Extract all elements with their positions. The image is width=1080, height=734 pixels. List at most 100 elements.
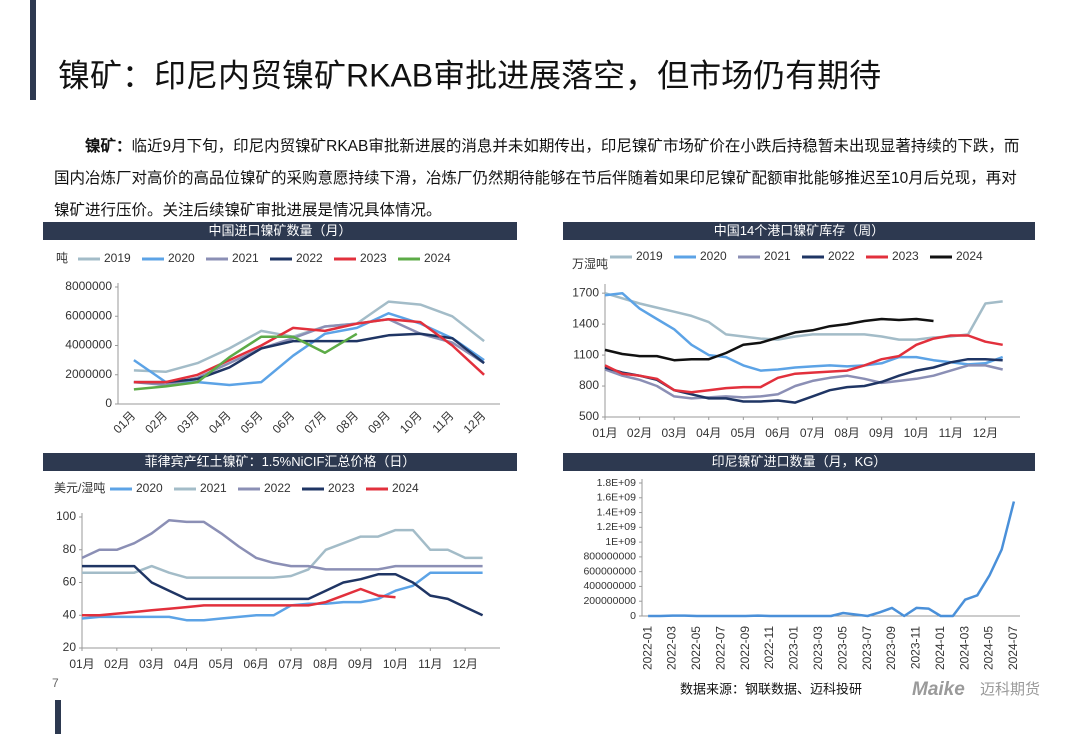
legend-label: 2020 [168,251,195,265]
chart-title: 中国14个港口镍矿库存（周） [714,223,884,238]
body-text: 临近9月下旬，印尼内贸镍矿RKAB审批新进展的消息并未如期传出，印尼镍矿市场矿价… [54,138,1020,219]
legend-label: 2024 [424,251,451,265]
legend-label: 2021 [232,251,259,265]
series-line [604,292,1003,341]
x-tick-label: 08月 [333,408,361,436]
x-tick-label: 12月 [973,426,998,440]
y-tick-label: 1400 [572,316,599,330]
x-tick-label: 02月 [104,657,129,671]
chart-header [43,453,517,471]
y-tick-label: 1.2E+09 [597,521,637,533]
accent-bar [30,0,36,100]
legend-label: 2024 [392,481,419,495]
x-tick-label: 2023-11 [909,626,923,669]
legend-label: 2023 [360,251,387,265]
x-tick-label: 11月 [939,426,963,440]
x-tick-label: 05月 [209,657,234,671]
x-tick-label: 2022-11 [762,626,776,669]
x-tick-label: 09月 [348,657,373,671]
x-tick-label: 12月 [461,408,489,436]
y-tick-label: 1.4E+09 [597,506,637,518]
y-tick-label: 500 [579,409,599,423]
x-tick-label: 07月 [278,657,303,671]
legend-label: 2023 [892,249,919,263]
x-tick-label: 2024-07 [1006,626,1020,670]
series-line [604,317,934,362]
x-tick-label: 2023-07 [860,626,874,670]
lead: 镍矿： [85,138,132,155]
y-tick-label: 400000000 [583,580,636,592]
series-line [604,334,1003,394]
slide-title: 镍矿：印尼内贸镍矿RKAB审批进展落空，但市场仍有期待 [58,57,881,93]
x-tick-label: 04月 [174,657,199,671]
x-tick-label: 06月 [765,426,790,440]
logo-cn: 迈科期货 [980,681,1040,698]
x-tick-label: 07月 [301,408,329,436]
x-tick-label: 10月 [397,408,425,436]
x-tick-label: 2022-05 [689,626,703,670]
x-tick-label: 2024-05 [982,626,996,670]
legend-label: 2019 [636,249,663,263]
y-tick-label: 1.8E+09 [597,477,637,489]
x-tick-label: 08月 [834,426,859,440]
x-tick-label: 2023-09 [884,626,898,670]
series-line [81,519,483,571]
x-tick-label: 09月 [365,408,393,436]
legend-label: 2021 [764,249,791,263]
series-line [133,332,358,391]
y-tick-label: 1100 [573,347,599,361]
x-tick-label: 04月 [206,408,234,436]
y-tick-label: 1.6E+09 [597,492,637,504]
x-tick-label: 01月 [69,657,94,671]
x-tick-label: 02月 [142,408,170,436]
chart-title: 菲律宾产红土镍矿：1.5%NiCIF汇总价格（日） [145,454,416,469]
series-line [133,332,485,384]
legend-label: 2022 [296,251,323,265]
y-tick-label: 4000000 [65,338,112,352]
chart-header [43,222,517,240]
chart-title: 中国进口镍矿数量（月） [208,223,351,238]
chart-header [563,453,1035,471]
y-tick-label: 8000000 [65,279,112,293]
paragraph: 镍矿：临近9月下旬，印尼内贸镍矿RKAB审批新进展的消息并未如期传出，印尼镍矿市… [54,131,1030,227]
legend-label: 2019 [104,251,131,265]
series-line [648,501,1016,618]
y-tick-label: 1E+09 [605,536,636,548]
x-tick-label: 03月 [661,426,686,440]
x-tick-label: 2023-05 [835,626,849,670]
y-tick-label: 20 [63,640,77,654]
y-tick-label: 1700 [572,285,599,299]
chart-header [563,222,1035,240]
series-line [81,571,483,622]
unit-label: 万湿吨 [572,256,608,271]
logo: Maike [912,679,965,700]
unit-label: 美元/湿吨 [54,480,105,495]
y-tick-label: 100 [56,509,76,523]
x-tick-label: 09月 [869,426,894,440]
x-tick-label: 2024-01 [933,626,947,670]
x-tick-label: 2022-01 [640,626,654,670]
series-line [133,312,485,387]
series-line [82,528,483,579]
legend-label: 2021 [200,481,227,495]
series-line [133,317,485,384]
legend-label: 2022 [264,481,291,495]
x-tick-label: 03月 [139,657,164,671]
x-tick-label: 2022-07 [713,626,727,670]
y-tick-label: 40 [63,607,77,621]
legend-label: 2020 [700,249,727,263]
x-tick-label: 05月 [238,408,266,436]
x-tick-label: 01月 [592,426,617,440]
series-line [82,587,396,617]
accent-bar [55,700,61,734]
x-tick-label: 10月 [904,426,929,440]
x-tick-label: 2022-03 [665,626,679,670]
series-line [82,564,484,617]
x-tick-label: 10月 [383,657,408,671]
x-tick-label: 12月 [452,657,477,671]
x-tick-label: 06月 [270,408,298,436]
x-tick-label: 2022-09 [738,626,752,670]
legend-label: 2023 [328,481,355,495]
